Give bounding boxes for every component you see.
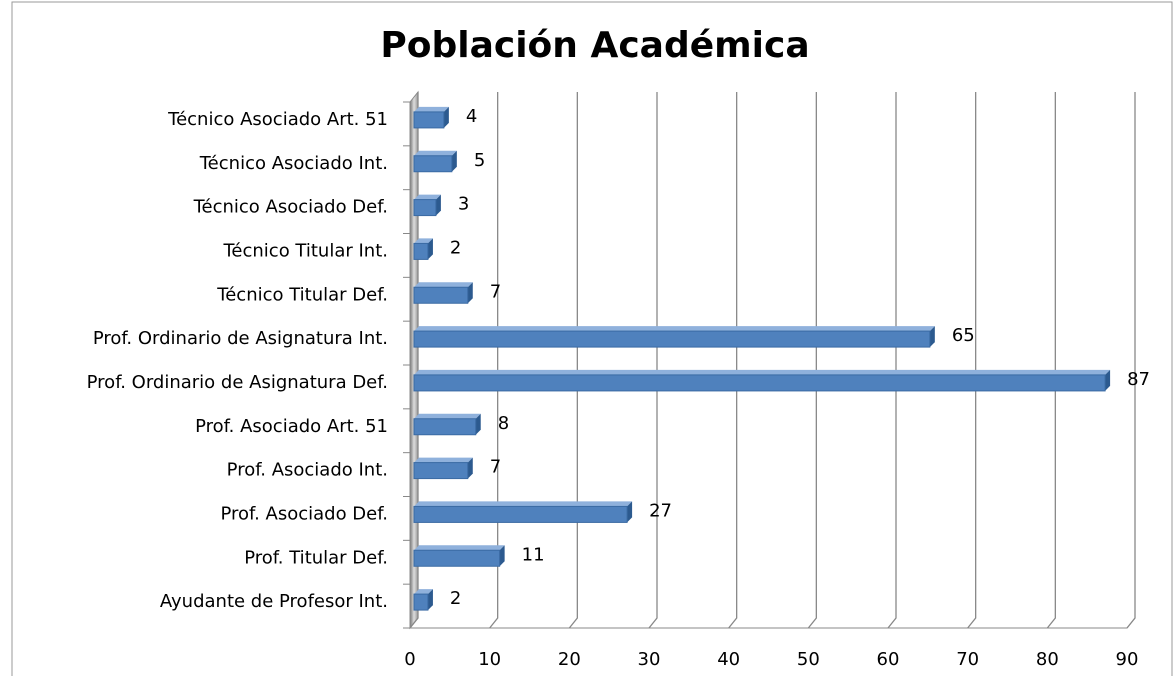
bar-face (413, 199, 437, 217)
bar (413, 326, 935, 348)
y-tick-label: Técnico Titular Def. (216, 284, 388, 305)
data-label: 7 (490, 281, 501, 302)
y-tick-label: Prof. Asociado Art. 51 (195, 416, 388, 437)
data-label: 2 (450, 588, 461, 609)
bar-face (499, 545, 505, 567)
bar-face (414, 457, 473, 463)
y-tick-label: Técnico Asociado Def. (193, 197, 388, 218)
bar-face (413, 111, 445, 129)
bar-face (475, 413, 481, 435)
bar-face (414, 194, 441, 200)
bar-face (414, 545, 505, 551)
grid-line (489, 92, 499, 629)
y-tick-label: Prof. Ordinario de Asignatura Def. (87, 372, 388, 393)
y-tick-label: Técnico Asociado Int. (199, 153, 388, 174)
bar-face (413, 593, 429, 611)
bar (413, 106, 449, 129)
bar-face (413, 155, 453, 173)
bar (413, 282, 473, 304)
x-tick-label: 30 (638, 649, 661, 670)
grid-line (568, 92, 578, 629)
bar-face (413, 330, 931, 348)
grid-line (967, 92, 977, 629)
bar (413, 369, 1111, 392)
bar-face (929, 326, 935, 348)
x-tick-label: 90 (1116, 649, 1139, 670)
y-tick-label: Prof. Titular Def. (244, 547, 388, 568)
bar-face (413, 462, 469, 480)
x-tick-label: 10 (478, 649, 501, 670)
data-label: 11 (522, 544, 545, 565)
bar-face (414, 326, 935, 332)
bar-face (413, 242, 429, 260)
bar-face (451, 150, 457, 172)
bar-face (1105, 369, 1111, 391)
bar (413, 413, 481, 436)
bar-face (627, 501, 633, 523)
data-label: 2 (450, 237, 461, 258)
data-label: 5 (474, 150, 485, 171)
y-tick-label: Prof. Asociado Int. (227, 460, 388, 481)
chart-title: Población Académica (380, 25, 809, 66)
grid-line (807, 92, 817, 629)
bar (413, 501, 633, 523)
bar-face (413, 549, 501, 567)
grid-line (1046, 92, 1056, 629)
data-label: 4 (466, 106, 477, 127)
x-tick-label: 20 (558, 649, 581, 670)
bar-face (467, 457, 473, 479)
y-tick-label: Ayudante de Profesor Int. (160, 591, 388, 612)
bar (413, 589, 433, 611)
bar-face (414, 106, 449, 112)
grid-line (728, 92, 738, 629)
x-tick-label: 40 (717, 649, 740, 670)
grid-line (1126, 92, 1136, 629)
bar-face (467, 282, 473, 304)
bar-face (414, 282, 473, 288)
bar-face (414, 369, 1111, 375)
grid-line (887, 92, 897, 629)
y-tick-label: Prof. Asociado Def. (220, 503, 388, 524)
bar-face (427, 238, 433, 260)
data-label: 3 (458, 194, 469, 215)
bar-face (414, 501, 633, 507)
x-tick-label: 0 (404, 649, 415, 670)
bar (413, 194, 441, 217)
data-label: 27 (649, 500, 672, 521)
y-tick-label: Técnico Asociado Art. 51 (167, 109, 388, 130)
bar-face (414, 238, 433, 244)
bar-face (413, 418, 477, 436)
bar-face (413, 505, 628, 523)
bar-face (414, 589, 433, 595)
bar-face (435, 194, 441, 216)
data-label: 65 (952, 325, 975, 346)
x-tick-label: 60 (877, 649, 900, 670)
data-label: 87 (1127, 369, 1150, 390)
y-tick-label: Prof. Ordinario de Asignatura Int. (93, 328, 388, 349)
bar-face (413, 286, 469, 304)
bar-face (413, 374, 1106, 392)
x-tick-label: 50 (797, 649, 820, 670)
bar-face (414, 413, 481, 419)
x-tick-label: 70 (956, 649, 979, 670)
bar (413, 457, 473, 480)
bar (413, 238, 433, 260)
data-label: 8 (498, 413, 509, 434)
bar (413, 545, 505, 567)
data-label: 7 (490, 457, 501, 478)
bar (413, 150, 457, 173)
bar-face (414, 150, 457, 156)
grid-line (648, 92, 658, 629)
x-tick-label: 80 (1036, 649, 1059, 670)
bar-face (427, 589, 433, 611)
bar-face (443, 106, 449, 128)
grid-line (409, 92, 419, 629)
y-tick-label: Técnico Titular Int. (222, 240, 388, 261)
